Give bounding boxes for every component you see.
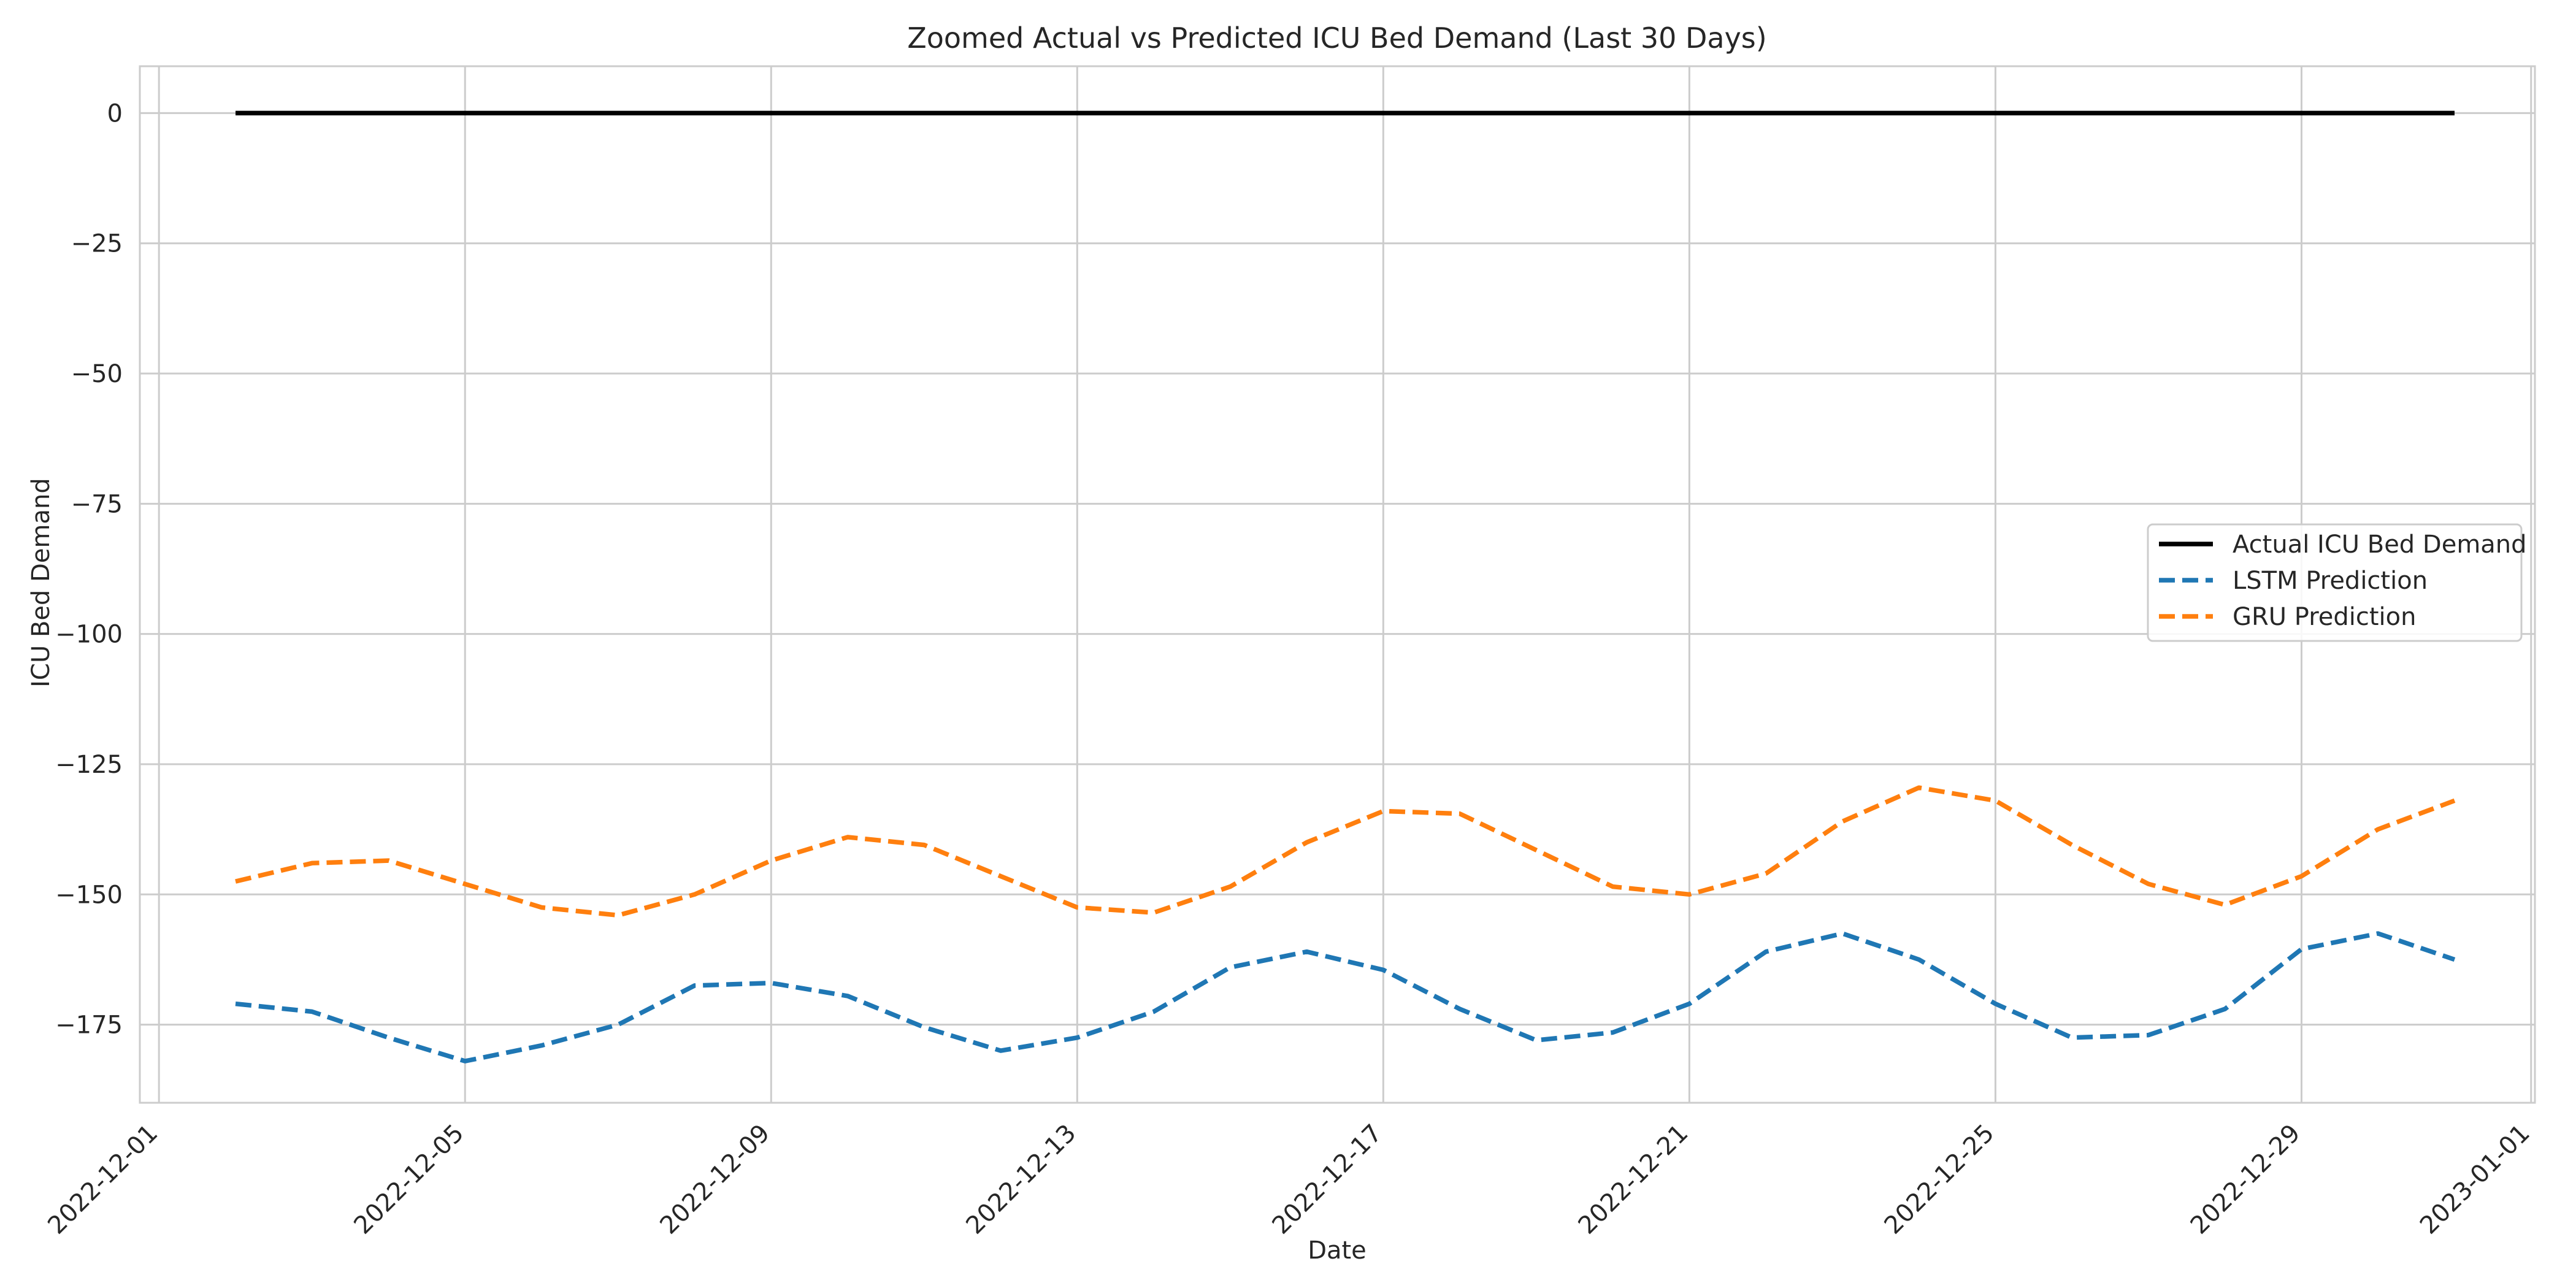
y-tick-label: 0: [107, 99, 123, 128]
y-axis-label: ICU Bed Demand: [27, 478, 55, 688]
y-tick-label: −25: [71, 230, 123, 258]
y-gridlines: [140, 112, 2535, 1026]
legend-label: LSTM Prediction: [2233, 567, 2428, 595]
legend: Actual ICU Bed Demand LSTM Prediction GRU …: [2147, 523, 2527, 642]
legend-box: [2147, 523, 2523, 642]
y-tick-label: −50: [71, 360, 123, 388]
series-line-gru-prediction: [235, 785, 2456, 918]
y-tick-label: −125: [55, 751, 123, 779]
series-layer: [235, 110, 2456, 1064]
y-tick-label: −150: [55, 881, 123, 909]
chart-title: Zoomed Actual vs Predicted ICU Bed Deman…: [907, 21, 1766, 55]
y-tick-label: −175: [55, 1011, 123, 1040]
y-tick-labels: 0 −25 −50 −75 −100 −125 −150 −175: [55, 99, 123, 1039]
legend-items: Actual ICU Bed Demand LSTM Prediction GRU …: [2159, 531, 2527, 631]
plot-area: [140, 66, 2535, 1103]
series-line-lstm-prediction: [235, 931, 2456, 1064]
legend-label: GRU Prediction: [2233, 603, 2417, 631]
y-tick-label: −75: [71, 490, 123, 518]
x-axis-label: Date: [1308, 1236, 1367, 1265]
y-tick-label: −100: [55, 621, 123, 649]
legend-label: Actual ICU Bed Demand: [2233, 531, 2527, 559]
plot-frame: [139, 65, 2536, 1104]
